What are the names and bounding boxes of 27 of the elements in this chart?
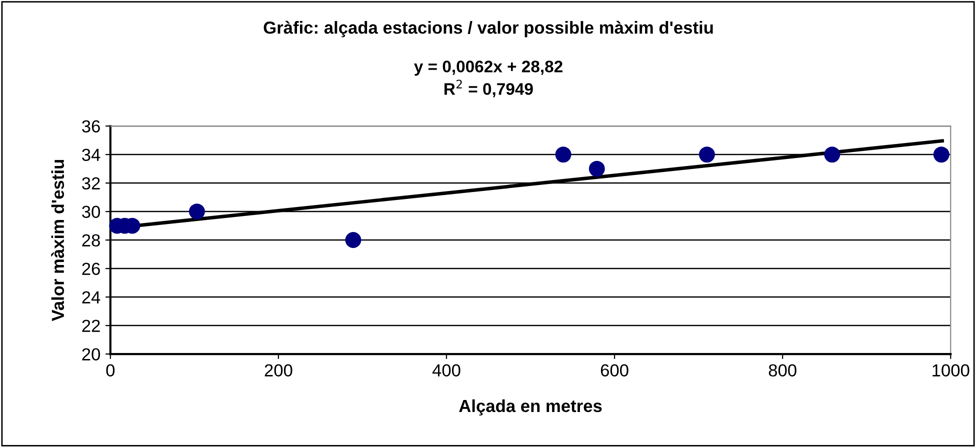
- y-tick-label: 20: [82, 348, 100, 360]
- x-tick-label: 0: [106, 364, 115, 376]
- text: y = 0,0062x + 28,82: [414, 60, 562, 76]
- y-axis-title: Valor màxim d'estiu: [51, 160, 64, 322]
- point: [588, 160, 605, 177]
- point: [698, 146, 715, 163]
- y-tick-label: 34: [82, 148, 100, 162]
- y-tick-label: 28: [82, 234, 100, 246]
- chart-title: Gràfic: alçada estacions / valor possible màxim d'estiu: [264, 20, 713, 38]
- x-tick-label: 600: [600, 364, 628, 376]
- point: [933, 146, 950, 163]
- x-tick-label: 200: [264, 364, 292, 376]
- point: [345, 232, 362, 248]
- x-tick-label: 800: [768, 364, 796, 376]
- text: R$^{2}$ = 0,7949: [444, 80, 533, 98]
- point: [555, 146, 572, 163]
- y-tick-label: 36: [82, 120, 100, 133]
- y-tick-label: 26: [82, 262, 100, 275]
- point: [824, 146, 840, 163]
- y-tick-label: 32: [82, 177, 100, 190]
- x-tick-label: 1000: [932, 364, 970, 376]
- y-tick-label: 24: [82, 291, 100, 304]
- x-axis-title: Alçada en metres: [459, 399, 602, 416]
- point: [188, 204, 205, 220]
- y-tick-label: 22: [82, 320, 100, 332]
- x-tick-label: 400: [432, 364, 460, 376]
- y-tick-label: 30: [82, 206, 100, 218]
